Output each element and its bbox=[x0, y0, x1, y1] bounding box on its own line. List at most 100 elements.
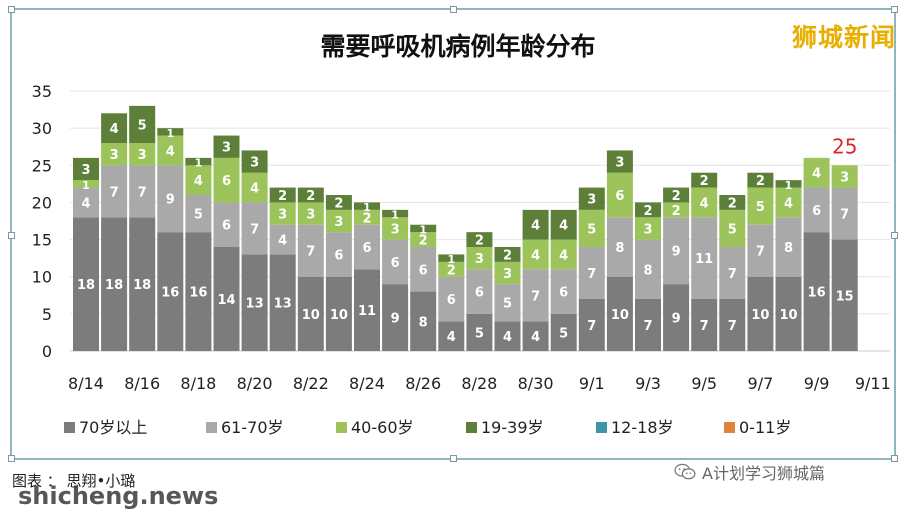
resize-handle-top-left[interactable] bbox=[8, 6, 15, 13]
data-label: 3 bbox=[110, 148, 119, 163]
legend-label: 0-11岁 bbox=[739, 418, 791, 437]
y-tick-label: 5 bbox=[42, 305, 52, 324]
bar-segment bbox=[550, 209, 577, 240]
legend-swatch bbox=[466, 422, 477, 433]
bar-segment bbox=[719, 195, 746, 210]
bar-segment bbox=[129, 143, 156, 166]
y-tick-label: 10 bbox=[32, 268, 52, 287]
bar-segment bbox=[719, 247, 746, 299]
bar-segment bbox=[831, 239, 858, 351]
wechat-account: A计划学习狮城篇 bbox=[674, 460, 825, 484]
data-label: 1 bbox=[195, 157, 203, 170]
bar-segment bbox=[550, 239, 577, 270]
data-label: 4 bbox=[531, 330, 540, 345]
bar-segment bbox=[775, 187, 802, 218]
bar-segment bbox=[438, 276, 465, 322]
bar-segment bbox=[466, 232, 493, 247]
legend-swatch bbox=[206, 422, 217, 433]
bar-segment bbox=[522, 239, 549, 270]
bar-segment bbox=[269, 202, 296, 225]
data-label: 2 bbox=[334, 196, 343, 211]
y-tick-label: 30 bbox=[32, 119, 52, 138]
data-label: 1 bbox=[391, 209, 399, 222]
bar-segment bbox=[297, 187, 324, 203]
bar-segment bbox=[438, 261, 465, 277]
data-label: 7 bbox=[587, 267, 596, 282]
resize-handle-top[interactable] bbox=[450, 6, 457, 13]
data-label: 1 bbox=[785, 179, 793, 192]
y-tick-label: 25 bbox=[32, 156, 52, 175]
bar-segment bbox=[719, 209, 746, 247]
legend-label: 61-70岁 bbox=[221, 418, 284, 437]
bar-segment bbox=[663, 217, 690, 285]
resize-handle-right[interactable] bbox=[891, 232, 898, 239]
bar-segment bbox=[73, 157, 99, 181]
data-label: 6 bbox=[615, 189, 624, 204]
y-tick-label: 15 bbox=[32, 231, 52, 250]
bar-segment bbox=[635, 217, 661, 240]
data-label: 4 bbox=[559, 248, 568, 263]
resize-handle-bottom-right[interactable] bbox=[891, 455, 898, 462]
bar-segment bbox=[213, 202, 240, 247]
x-tick-label: 8/24 bbox=[349, 374, 385, 393]
bar-segment bbox=[297, 202, 324, 225]
bar-segment bbox=[129, 165, 156, 218]
bar-segment bbox=[269, 254, 296, 351]
data-label: 4 bbox=[110, 122, 119, 137]
x-tick-label: 8/22 bbox=[293, 374, 329, 393]
bar-segment bbox=[382, 217, 409, 240]
bar-segment bbox=[185, 157, 212, 166]
legend-swatch bbox=[64, 422, 75, 433]
data-label: 7 bbox=[306, 245, 315, 260]
resize-handle-left[interactable] bbox=[8, 232, 15, 239]
bar-segment bbox=[494, 284, 521, 322]
legend-swatch bbox=[596, 422, 607, 433]
bar-segment bbox=[775, 180, 802, 188]
data-label: 3 bbox=[334, 215, 343, 230]
bar-segment bbox=[157, 135, 184, 166]
data-label: 3 bbox=[222, 141, 231, 156]
data-label: 9 bbox=[672, 245, 681, 260]
legend-label: 19-39岁 bbox=[481, 418, 544, 437]
data-label: 11 bbox=[695, 252, 713, 267]
data-label: 5 bbox=[756, 200, 765, 215]
bar-segment bbox=[382, 284, 409, 351]
data-label: 16 bbox=[808, 286, 826, 301]
data-label: 6 bbox=[222, 174, 231, 189]
bar-segment bbox=[382, 209, 409, 218]
data-label: 2 bbox=[672, 204, 681, 219]
data-label: 9 bbox=[166, 193, 175, 208]
bar-segment bbox=[606, 217, 633, 277]
data-label: 13 bbox=[246, 297, 264, 312]
bar-segment bbox=[73, 180, 99, 188]
bar-segment bbox=[101, 165, 128, 218]
data-label: 2 bbox=[756, 174, 765, 189]
data-label: 6 bbox=[419, 263, 428, 278]
bar-segment bbox=[691, 187, 718, 218]
bar-segment bbox=[494, 261, 521, 285]
bar-segment bbox=[606, 172, 633, 218]
x-tick-label: 8/16 bbox=[124, 374, 160, 393]
bar-segment bbox=[410, 224, 437, 233]
resize-handle-bottom[interactable] bbox=[450, 455, 457, 462]
data-label: 8 bbox=[615, 241, 624, 256]
resize-handle-bottom-left[interactable] bbox=[8, 455, 15, 462]
data-label: 5 bbox=[587, 222, 596, 237]
data-label: 5 bbox=[194, 208, 203, 223]
resize-handle-top-right[interactable] bbox=[891, 6, 898, 13]
bar-segment bbox=[663, 202, 690, 218]
x-tick-label: 9/1 bbox=[579, 374, 605, 393]
bar-segment bbox=[775, 276, 802, 351]
bar-segment bbox=[578, 247, 605, 299]
data-label: 3 bbox=[81, 163, 90, 178]
bar-segment bbox=[550, 269, 577, 314]
bar-segment bbox=[354, 209, 380, 225]
bar-segment bbox=[831, 187, 858, 240]
data-label: 9 bbox=[391, 312, 400, 327]
bar-segment bbox=[691, 172, 718, 188]
bar-segment bbox=[438, 321, 465, 351]
bar-segment bbox=[269, 187, 296, 203]
brand-logo-text: 狮城新闻 bbox=[791, 23, 896, 52]
data-label: 2 bbox=[447, 263, 456, 278]
data-label: 4 bbox=[81, 196, 90, 211]
